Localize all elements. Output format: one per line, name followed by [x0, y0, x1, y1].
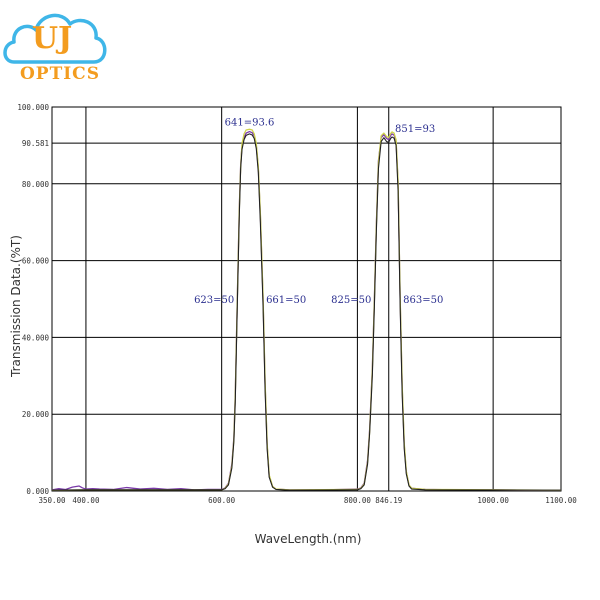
series-line-3	[51, 133, 562, 491]
y-tick-label: 40.000	[22, 333, 50, 342]
y-tick-label: 20.000	[22, 410, 50, 419]
logo-cloud	[3, 13, 107, 64]
logo-text: OPTICS	[20, 64, 100, 84]
y-tick-label: 80.000	[22, 180, 50, 189]
x-tick-label: 1000.00	[477, 496, 509, 505]
y-tick-label: 0.000	[26, 487, 49, 496]
x-tick-label: 846.19	[375, 496, 402, 505]
y-axis-ticks: 0.000 20.000 40.000 60.000 80.000 90.581 100.0…	[17, 103, 49, 496]
x-axis-ticks: 350.00 400.00 600.00 800.00 846.19 1000.00 110…	[38, 496, 577, 505]
peak-annotation: 641=93.6	[225, 118, 275, 129]
x-tick-label: 1100.00	[545, 496, 577, 505]
x-tick-label: 600.00	[208, 496, 236, 505]
series-layer	[51, 128, 562, 491]
peak-annotation: 661=50	[266, 295, 306, 306]
y-tick-label: 100.000	[17, 103, 49, 112]
y-tick-label: 60.000	[22, 257, 50, 266]
series-line-1	[51, 130, 561, 491]
plot-frame	[51, 106, 562, 492]
y-tick-label: 90.581	[22, 139, 49, 148]
grid	[52, 107, 561, 491]
x-tick-label: 400.00	[72, 496, 100, 505]
x-axis-title: WaveLength.(nm)	[255, 532, 362, 546]
peak-annotation: 851=93	[395, 124, 435, 135]
cloud-icon	[3, 13, 107, 64]
logo-letters: UJ	[32, 21, 72, 56]
peak-annotation: 825=50	[331, 295, 371, 306]
x-tick-label: 350.00	[38, 496, 66, 505]
x-tick-label: 800.00	[344, 496, 372, 505]
annotations: 641=93.6 623=50 661=50 851=93 825=50 863=50	[194, 118, 443, 306]
peak-annotation: 863=50	[403, 295, 443, 306]
peak-annotation: 623=50	[194, 295, 234, 306]
uj-optics-logo: UJ OPTICS	[3, 13, 107, 84]
y-axis-title: Transmission Data.(%T)	[9, 235, 23, 378]
